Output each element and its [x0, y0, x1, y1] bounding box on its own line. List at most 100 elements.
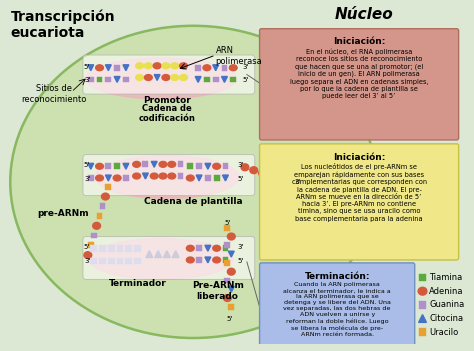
Polygon shape [105, 65, 111, 71]
Polygon shape [205, 245, 211, 251]
Ellipse shape [180, 74, 187, 80]
Text: Cadena de plantilla: Cadena de plantilla [144, 197, 243, 206]
Ellipse shape [228, 233, 235, 240]
Text: 5': 5' [242, 78, 248, 84]
Bar [143, 161, 148, 167]
Text: Guanina: Guanina [429, 300, 465, 309]
Bar [88, 243, 94, 248]
Bar [178, 173, 183, 179]
Ellipse shape [93, 223, 100, 229]
Bar [108, 245, 115, 252]
Bar [195, 65, 201, 71]
Ellipse shape [10, 26, 376, 338]
Text: 3': 3' [242, 64, 248, 70]
Text: Pre-ARNm
liberado: Pre-ARNm liberado [191, 282, 244, 301]
Text: 5': 5' [84, 64, 90, 70]
Ellipse shape [145, 63, 152, 69]
Bar [88, 175, 94, 181]
FancyBboxPatch shape [260, 144, 459, 260]
Polygon shape [172, 251, 179, 258]
Bar [419, 301, 427, 309]
Polygon shape [88, 163, 94, 169]
Ellipse shape [84, 252, 92, 258]
Polygon shape [228, 251, 234, 257]
Bar [225, 278, 230, 283]
Text: 5': 5' [226, 316, 232, 322]
Polygon shape [195, 77, 201, 82]
Ellipse shape [85, 58, 237, 99]
Ellipse shape [133, 173, 141, 179]
Polygon shape [222, 175, 228, 181]
Polygon shape [205, 163, 211, 169]
Bar [222, 257, 228, 263]
Text: 5': 5' [237, 176, 243, 182]
Bar [126, 245, 132, 252]
Ellipse shape [96, 175, 103, 181]
Bar [214, 175, 219, 181]
Ellipse shape [150, 173, 158, 179]
Bar [126, 258, 132, 264]
Polygon shape [164, 251, 170, 258]
Text: 3': 3' [295, 179, 301, 185]
Ellipse shape [168, 161, 176, 167]
Polygon shape [143, 173, 148, 179]
Text: Promotor: Promotor [143, 96, 191, 105]
Bar [205, 175, 211, 181]
Ellipse shape [145, 74, 152, 80]
Ellipse shape [213, 163, 220, 169]
Ellipse shape [171, 63, 179, 69]
Bar [123, 175, 129, 181]
Text: Adenina: Adenina [429, 287, 464, 296]
Bar [90, 245, 97, 252]
Ellipse shape [159, 173, 167, 179]
Bar [97, 77, 102, 82]
Polygon shape [105, 175, 111, 181]
Bar [196, 163, 202, 169]
Polygon shape [151, 161, 157, 167]
Text: 3': 3' [84, 78, 91, 84]
Bar [225, 260, 230, 266]
Ellipse shape [276, 176, 284, 183]
Bar [222, 245, 228, 251]
Bar [97, 213, 102, 219]
Bar [105, 77, 111, 82]
Bar [117, 258, 123, 264]
Bar [114, 163, 120, 169]
Bar [134, 245, 141, 252]
Ellipse shape [250, 167, 258, 174]
Text: Terminación:: Terminación: [304, 272, 370, 281]
Polygon shape [213, 65, 219, 71]
Polygon shape [419, 314, 427, 323]
Ellipse shape [136, 63, 144, 69]
Bar [419, 328, 427, 336]
Text: 3': 3' [237, 244, 244, 250]
Bar [123, 77, 129, 82]
Ellipse shape [267, 173, 275, 179]
Bar [419, 274, 427, 282]
Bar [117, 245, 123, 252]
Text: 5': 5' [224, 220, 230, 226]
Ellipse shape [213, 257, 220, 263]
Ellipse shape [136, 74, 144, 80]
Ellipse shape [113, 175, 121, 181]
Bar [90, 258, 97, 264]
Ellipse shape [180, 63, 187, 69]
Bar [105, 184, 111, 190]
Ellipse shape [171, 74, 179, 80]
Bar [225, 225, 230, 231]
Text: Cuando la ARN polimerasa
alcanza el terminador, le indica a
la ARN polimerasa qu: Cuando la ARN polimerasa alcanza el term… [283, 283, 391, 337]
Ellipse shape [228, 268, 235, 275]
Ellipse shape [203, 65, 211, 71]
Ellipse shape [186, 257, 194, 263]
Bar [228, 304, 234, 310]
Ellipse shape [162, 63, 170, 69]
Text: ARN
polimerasa: ARN polimerasa [216, 46, 263, 66]
Bar [99, 245, 106, 252]
Bar [134, 258, 141, 264]
Text: 5': 5' [237, 258, 243, 264]
Bar [221, 65, 228, 71]
Bar [213, 77, 219, 82]
Polygon shape [114, 77, 120, 82]
FancyBboxPatch shape [83, 55, 255, 94]
Bar [99, 258, 106, 264]
